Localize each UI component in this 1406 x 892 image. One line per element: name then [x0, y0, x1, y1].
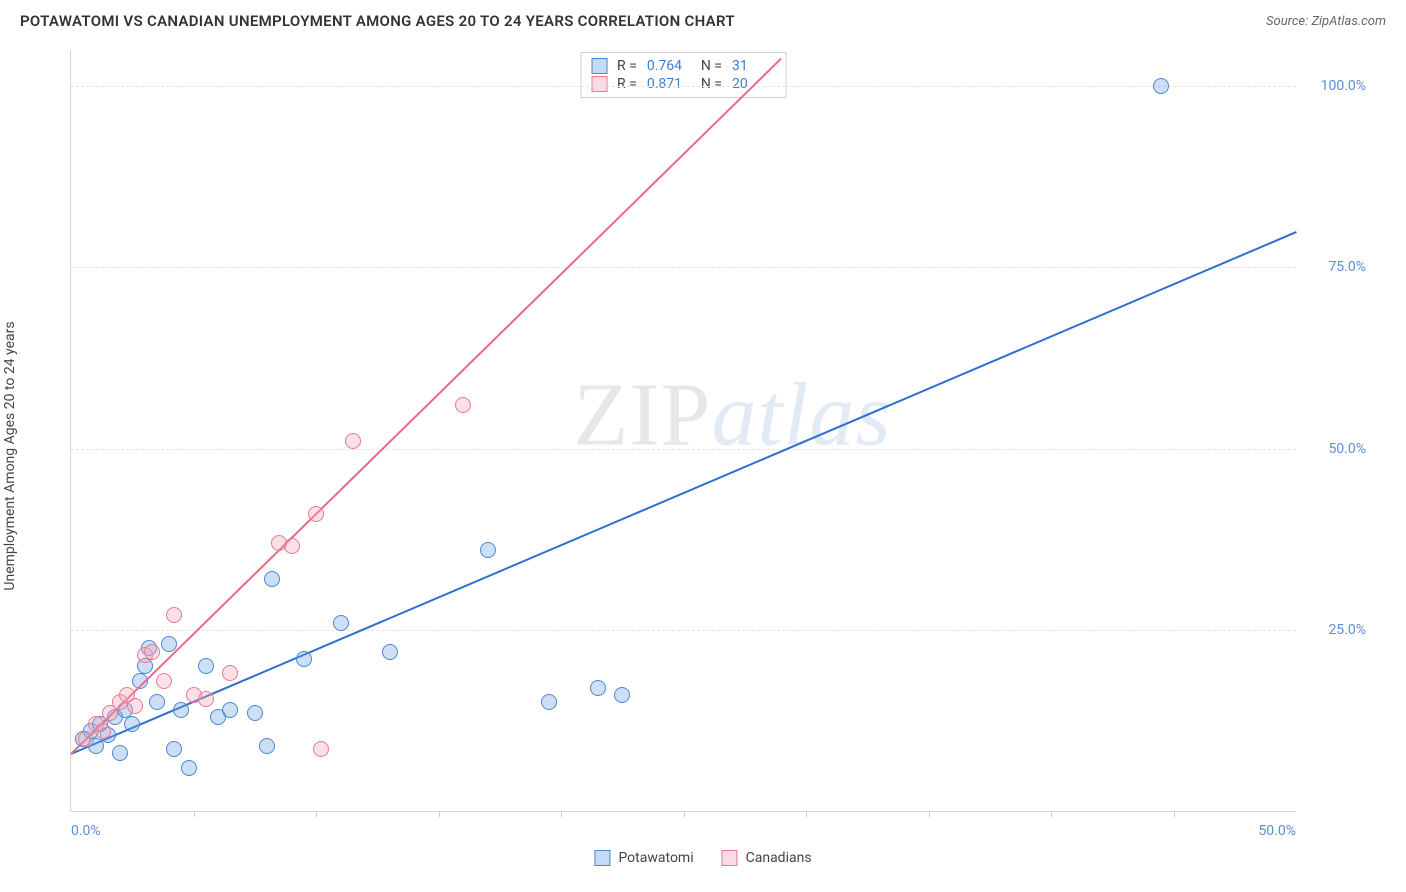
data-point [313, 741, 329, 757]
data-point [222, 665, 238, 681]
watermark-zip: ZIP [573, 366, 711, 465]
data-point [308, 506, 324, 522]
y-tick-label: 100.0% [1321, 78, 1366, 94]
legend-swatch [594, 850, 610, 866]
chart-header: POTAWATOMI VS CANADIAN UNEMPLOYMENT AMON… [0, 0, 1406, 38]
x-tick-label: 0.0% [71, 823, 101, 839]
x-tick [439, 811, 440, 817]
x-tick [316, 811, 317, 817]
data-point [144, 644, 160, 660]
data-point [455, 397, 471, 413]
data-point [166, 607, 182, 623]
data-point [78, 731, 94, 747]
trend-line [71, 231, 1297, 755]
x-tick [561, 811, 562, 817]
data-point [614, 687, 630, 703]
stats-row: R = 0.764 N = 31 [591, 57, 776, 75]
r-label: R = [617, 58, 637, 74]
data-point [222, 702, 238, 718]
y-tick-label: 50.0% [1328, 441, 1366, 457]
data-point [149, 694, 165, 710]
data-point [345, 433, 361, 449]
data-point [198, 691, 214, 707]
data-point [284, 538, 300, 554]
data-point [198, 658, 214, 674]
chart-area: Unemployment Among Ages 20 to 24 years Z… [20, 40, 1386, 872]
data-point [247, 705, 263, 721]
data-point [127, 698, 143, 714]
n-label: N = [701, 76, 722, 92]
source-prefix: Source: [1266, 14, 1311, 29]
data-point [124, 716, 140, 732]
data-point [95, 723, 111, 739]
n-value: 31 [732, 58, 776, 74]
data-point [590, 680, 606, 696]
y-axis-label: Unemployment Among Ages 20 to 24 years [2, 321, 18, 590]
data-point [264, 571, 280, 587]
r-value: 0.871 [647, 76, 691, 92]
trend-line [70, 58, 782, 755]
x-tick [1051, 811, 1052, 817]
x-tick [684, 811, 685, 817]
y-tick-label: 25.0% [1328, 622, 1366, 638]
r-label: R = [617, 76, 637, 92]
data-point [181, 760, 197, 776]
chart-title: POTAWATOMI VS CANADIAN UNEMPLOYMENT AMON… [20, 12, 735, 30]
data-point [296, 651, 312, 667]
watermark: ZIPatlas [573, 364, 891, 467]
legend: Potawatomi Canadians [594, 850, 811, 866]
data-point [333, 615, 349, 631]
y-tick-label: 75.0% [1328, 259, 1366, 275]
gridline [71, 267, 1296, 268]
source-attribution: Source: ZipAtlas.com [1266, 14, 1386, 29]
n-label: N = [701, 58, 722, 74]
gridline [71, 449, 1296, 450]
legend-label: Potawatomi [618, 850, 693, 866]
legend-swatch [722, 850, 738, 866]
gridline [71, 630, 1296, 631]
series-swatch [591, 76, 607, 92]
source-name: ZipAtlas.com [1311, 14, 1386, 29]
x-tick-label: 50.0% [1258, 823, 1296, 839]
x-tick [194, 811, 195, 817]
data-point [480, 542, 496, 558]
data-point [1153, 78, 1169, 94]
data-point [166, 741, 182, 757]
data-point [541, 694, 557, 710]
legend-label: Canadians [746, 850, 812, 866]
plot-region: ZIPatlas R =0.764N =31R =0.871N =20 25.0… [70, 50, 1296, 812]
legend-item: Canadians [722, 850, 812, 866]
correlation-stats-box: R =0.764N =31R =0.871N =20 [580, 52, 787, 98]
gridline [71, 86, 1296, 87]
x-tick [806, 811, 807, 817]
data-point [156, 673, 172, 689]
data-point [112, 745, 128, 761]
x-tick [1174, 811, 1175, 817]
data-point [259, 738, 275, 754]
series-swatch [591, 58, 607, 74]
data-point [173, 702, 189, 718]
r-value: 0.764 [647, 58, 691, 74]
data-point [382, 644, 398, 660]
legend-item: Potawatomi [594, 850, 693, 866]
x-tick [929, 811, 930, 817]
